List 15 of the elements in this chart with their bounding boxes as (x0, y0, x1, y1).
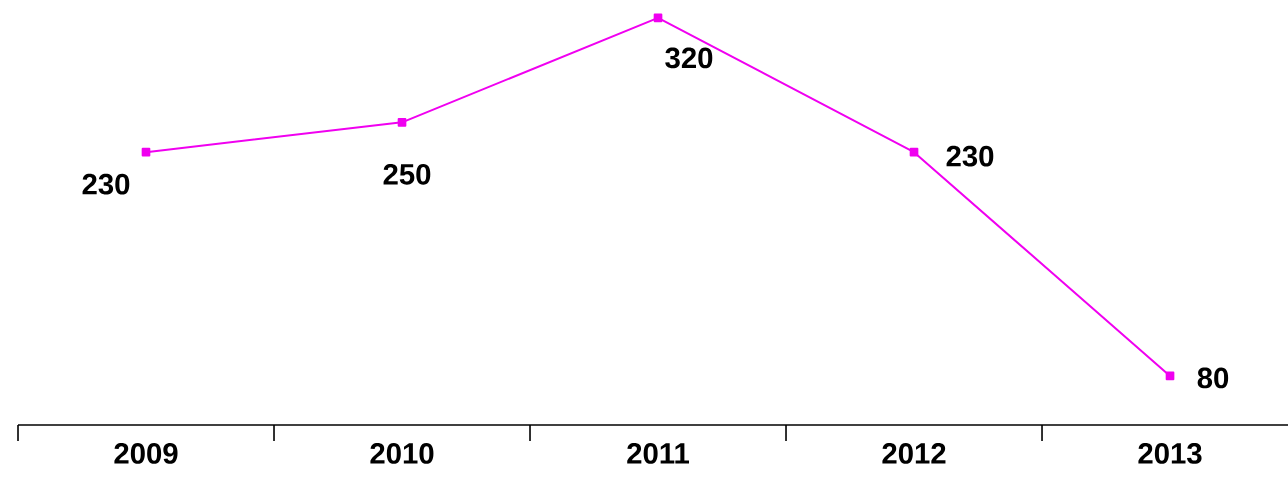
point (141, 147, 151, 157)
x-tick-label: 2013 (1138, 443, 1202, 464)
point (653, 13, 663, 23)
data-label: 230 (946, 145, 994, 167)
point (1165, 371, 1175, 381)
data-label: 320 (665, 47, 713, 69)
point (397, 118, 407, 127)
x-tick-label: 2010 (370, 443, 434, 464)
data-label: 80 (1197, 367, 1229, 389)
data-label: 230 (82, 173, 130, 195)
x-tick-label: 2012 (882, 443, 946, 464)
point (909, 147, 919, 157)
x-tick-label: 2011 (627, 443, 689, 464)
x-tick-label: 2009 (114, 443, 178, 464)
data-label: 250 (383, 163, 431, 185)
